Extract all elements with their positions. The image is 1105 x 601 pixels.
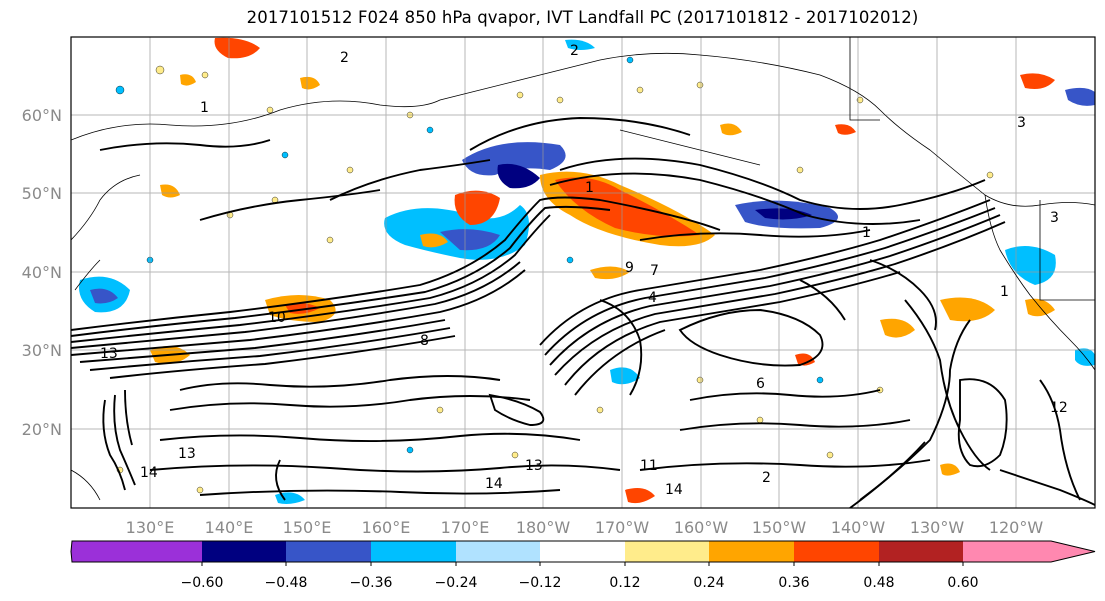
colorbar-tick-label: 0.36 bbox=[778, 575, 809, 591]
map-frame bbox=[70, 36, 1096, 509]
contour-label: 14 bbox=[485, 476, 503, 492]
contour-label: 1 bbox=[200, 100, 209, 116]
contour-label: 12 bbox=[1050, 400, 1068, 416]
contour-labels: 2 2 1 1 1 3 3 4 6 7 8 9 10 13 13 13 14 1… bbox=[100, 43, 1068, 498]
colorbar-segment bbox=[286, 541, 371, 562]
contour-label: 1 bbox=[1000, 284, 1009, 300]
contour-label: 7 bbox=[650, 263, 659, 279]
colorbar-segment bbox=[709, 541, 794, 562]
colorbar-tick-labels: −0.60 −0.48 −0.36 −0.24 −0.12 0.12 0.24 … bbox=[181, 575, 979, 591]
colorbar-segment bbox=[794, 541, 879, 562]
contour-label: 13 bbox=[525, 458, 543, 474]
lon-tick-label: 130°E bbox=[126, 518, 175, 537]
colorbar-segment bbox=[879, 541, 963, 562]
colorbar-tick-label: −0.36 bbox=[350, 575, 393, 591]
colorbar-tick-label: 0.48 bbox=[863, 575, 894, 591]
lon-tick-label: 130°W bbox=[910, 518, 965, 537]
contour-label: 13 bbox=[100, 346, 118, 362]
colorbar bbox=[70, 540, 1096, 566]
lat-tick-label: 60°N bbox=[22, 106, 62, 125]
lat-tick-labels: 60°N 50°N 40°N 30°N 20°N bbox=[22, 106, 62, 439]
ivt-contours bbox=[71, 117, 1095, 508]
colorbar-tick-label: 0.60 bbox=[947, 575, 978, 591]
map-title: 2017101512 F024 850 hPa qvapor, IVT Land… bbox=[246, 8, 919, 27]
contour-label: 10 bbox=[268, 310, 286, 326]
lon-tick-label: 160°W bbox=[674, 518, 729, 537]
colorbar-tick-label: −0.12 bbox=[519, 575, 562, 591]
lat-tick-label: 20°N bbox=[22, 420, 62, 439]
lon-tick-label: 150°W bbox=[752, 518, 807, 537]
colorbar-tick-label: 0.24 bbox=[693, 575, 724, 591]
colorbar-tick-label: −0.24 bbox=[435, 575, 478, 591]
lon-tick-label: 140°E bbox=[205, 518, 254, 537]
contour-label: 11 bbox=[640, 458, 658, 474]
lon-tick-label: 180°W bbox=[516, 518, 571, 537]
colorbar-segment bbox=[456, 541, 540, 562]
contour-label: 14 bbox=[665, 482, 683, 498]
lon-tick-label: 160°E bbox=[362, 518, 411, 537]
lon-tick-label: 140°W bbox=[831, 518, 886, 537]
contour-label: 1 bbox=[862, 225, 871, 241]
map-panel: 2 2 1 1 1 3 3 4 6 7 8 9 10 13 13 13 14 1… bbox=[71, 37, 1095, 508]
contour-label: 9 bbox=[625, 260, 634, 276]
colorbar-segment bbox=[625, 541, 709, 562]
lat-tick-label: 50°N bbox=[22, 184, 62, 203]
colorbar-tick-label: −0.48 bbox=[265, 575, 308, 591]
colorbar-tick-label: 0.12 bbox=[609, 575, 640, 591]
colorbar-segment bbox=[371, 541, 456, 562]
lon-tick-label: 150°E bbox=[283, 518, 332, 537]
lon-tick-label: 170°W bbox=[595, 518, 650, 537]
contour-label: 6 bbox=[756, 376, 765, 392]
contour-label: 2 bbox=[570, 43, 579, 59]
colorbar-segment bbox=[202, 541, 286, 562]
lat-tick-label: 30°N bbox=[22, 341, 62, 360]
lat-tick-label: 40°N bbox=[22, 263, 62, 282]
lon-tick-labels: 130°E 140°E 150°E 160°E 170°E 180°W 170°… bbox=[126, 518, 1044, 537]
contour-label: 2 bbox=[340, 50, 349, 66]
contour-label: 2 bbox=[762, 470, 771, 486]
gridlines bbox=[71, 37, 1095, 508]
coastlines bbox=[71, 37, 1095, 501]
contour-label: 14 bbox=[140, 465, 158, 481]
lon-tick-label: 170°E bbox=[441, 518, 490, 537]
colorbar-extend-high bbox=[963, 541, 1095, 562]
contour-label: 8 bbox=[420, 333, 429, 349]
contour-label: 1 bbox=[585, 180, 594, 196]
contour-label: 4 bbox=[648, 290, 657, 306]
lon-tick-label: 120°W bbox=[989, 518, 1044, 537]
contour-label: 3 bbox=[1017, 115, 1026, 131]
contour-label: 13 bbox=[178, 446, 196, 462]
colorbar-tick-label: −0.60 bbox=[181, 575, 224, 591]
contour-label: 3 bbox=[1050, 210, 1059, 226]
colorbar-segment bbox=[540, 541, 625, 562]
